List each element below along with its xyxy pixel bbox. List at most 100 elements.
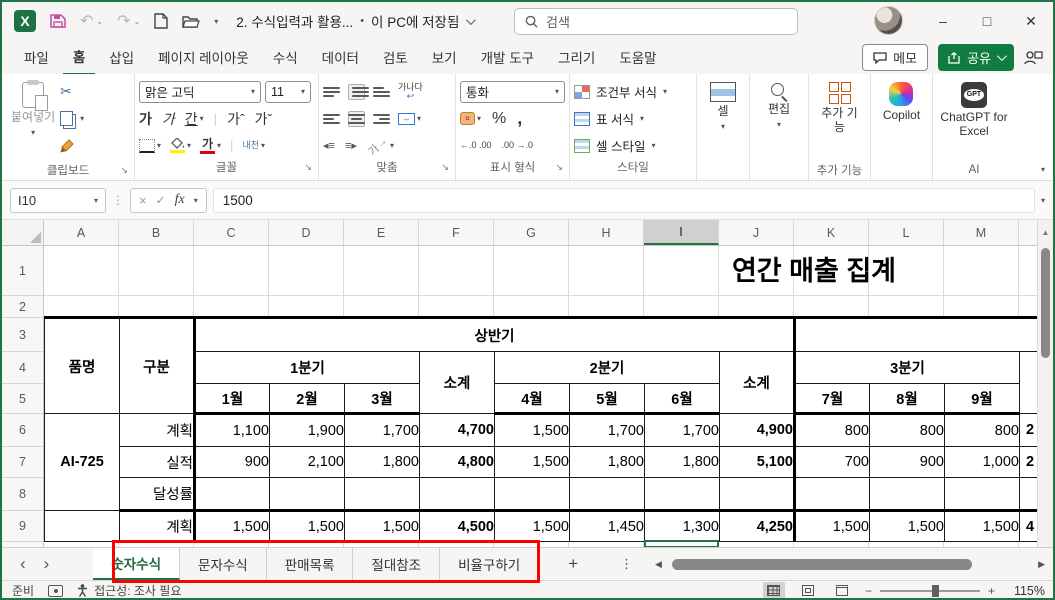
cell-subtotal[interactable]: 5,100 [719, 446, 795, 478]
qat-customize-icon[interactable]: ▾ [214, 16, 219, 26]
format-as-table-button[interactable]: 표 서식 ▾ [574, 107, 692, 130]
cell-value[interactable] [944, 477, 1020, 512]
cell-value[interactable]: 1,800 [344, 446, 420, 478]
align-bottom-icon[interactable] [373, 86, 390, 97]
horizontal-scroll-thumb[interactable] [671, 558, 972, 570]
active-cell-selection[interactable] [644, 540, 719, 547]
increase-decimal-icon[interactable]: ←.0 .00 [460, 140, 492, 150]
cell-value[interactable] [269, 477, 345, 512]
save-icon[interactable] [50, 13, 66, 29]
cell-subtotal[interactable]: 4,500 [419, 510, 495, 542]
align-center-icon[interactable] [348, 110, 365, 127]
zoom-out-button[interactable]: − [864, 583, 872, 598]
normal-view-button[interactable] [762, 582, 785, 598]
percent-style-button[interactable]: % [492, 109, 507, 127]
column-header-e[interactable]: E [344, 220, 419, 245]
cell-value[interactable] [193, 477, 270, 512]
column-header-c[interactable]: C [194, 220, 269, 245]
decrease-indent-icon[interactable]: ◂≡ [323, 140, 335, 152]
copilot-button[interactable]: Copilot [878, 78, 925, 160]
maximize-button[interactable]: □ [982, 13, 992, 29]
grow-font-button[interactable]: 가ˆ [227, 110, 245, 127]
horizontal-scrollbar[interactable]: ◀ ▶ [655, 554, 1045, 574]
grid-row-1[interactable]: 연간 매출 집계 [44, 246, 1037, 296]
cell-value[interactable]: 1,450 [569, 510, 645, 542]
comma-style-button[interactable]: , [517, 108, 523, 128]
cell-value[interactable]: 1,500 [494, 446, 570, 478]
tab-page-layout[interactable]: 페이지 레이아웃 [158, 50, 249, 66]
copy-button[interactable]: ▾ [60, 107, 84, 130]
people-icon[interactable] [1024, 50, 1043, 65]
decrease-decimal-icon[interactable]: .00 →.0 [501, 140, 534, 150]
cell-value[interactable]: 900 [869, 446, 945, 478]
tab-insert[interactable]: 삽입 [109, 50, 135, 66]
zoom-slider-thumb[interactable] [931, 584, 939, 597]
cell-subtotal[interactable]: 4,700 [419, 413, 495, 447]
shrink-font-button[interactable]: 가ˇ [254, 110, 273, 127]
sheet-tab[interactable]: 문자수식 [180, 548, 267, 580]
share-button[interactable]: 공유 [938, 44, 1014, 71]
zoom-in-button[interactable]: + [987, 583, 995, 598]
cell-value[interactable]: 800 [793, 413, 870, 447]
cell-value[interactable]: 1,800 [644, 446, 720, 478]
column-header-k[interactable]: K [794, 220, 869, 245]
format-painter-button[interactable] [60, 134, 84, 157]
align-top-icon[interactable] [323, 86, 340, 97]
cell-subtotal[interactable]: 4,900 [719, 413, 795, 447]
italic-button[interactable]: 가 [161, 110, 175, 127]
minimize-button[interactable]: – [939, 13, 947, 29]
vertical-scroll-thumb[interactable] [1041, 248, 1050, 358]
cell-value[interactable]: 900 [193, 446, 270, 478]
new-file-icon[interactable] [154, 13, 168, 29]
cell-value[interactable]: 700 [793, 446, 870, 478]
accounting-format-button[interactable]: ¤ ▾ [460, 112, 481, 125]
sheet-nav-right-icon[interactable]: › [43, 554, 50, 573]
confirm-entry-icon[interactable]: ✓ [155, 193, 166, 207]
cell-item-name[interactable]: AI-725 [44, 413, 120, 511]
page-break-view-button[interactable] [831, 582, 853, 598]
header-item[interactable]: 품명 [44, 316, 120, 414]
tab-review[interactable]: 검토 [382, 50, 408, 66]
open-file-icon[interactable] [182, 14, 201, 29]
header-q1[interactable]: 1분기 [193, 351, 420, 384]
font-name-select[interactable]: 맑은 고딕 ▾ [139, 80, 261, 103]
insert-function-icon[interactable]: fx [174, 192, 185, 207]
column-header-j[interactable]: J [719, 220, 794, 245]
cell-value[interactable]: 1,500 [869, 510, 945, 542]
column-header-a[interactable]: A [44, 220, 119, 245]
sheet-tab[interactable]: 절대참조 [353, 548, 441, 580]
header-month-2[interactable]: 2월 [269, 383, 345, 415]
grid-row-2[interactable] [44, 296, 1037, 318]
sheet-tab[interactable]: 판매목록 [267, 548, 354, 580]
sheet-options-icon[interactable]: ⋮ [620, 556, 634, 571]
cell-subtotal[interactable]: 4,800 [419, 446, 495, 478]
font-color-button[interactable]: 가 ▾ [200, 138, 221, 154]
header-subtotal-3-clipped[interactable] [1019, 351, 1042, 414]
bold-button[interactable]: 가 [139, 110, 152, 127]
scroll-up-icon[interactable]: ▲ [1041, 227, 1050, 237]
name-box[interactable]: I10 ▾ [10, 187, 106, 213]
user-avatar[interactable] [874, 6, 903, 35]
column-header-i-selected[interactable]: I [644, 220, 719, 245]
tab-view[interactable]: 보기 [431, 50, 457, 66]
cell-value[interactable]: 1,800 [569, 446, 645, 478]
header-month-4[interactable]: 4월 [494, 383, 570, 415]
cell-category[interactable]: 달성률 [119, 477, 195, 512]
cell-category[interactable]: 계획 [119, 413, 195, 447]
cell-value[interactable] [344, 477, 420, 512]
cell-value[interactable]: 1,100 [193, 413, 270, 447]
vertical-scrollbar[interactable]: ▲ [1037, 220, 1053, 547]
header-month-7[interactable]: 7월 [793, 383, 870, 415]
orientation-button[interactable]: 가→ ▾ [366, 134, 395, 158]
cell-clipped[interactable]: 4 [1019, 510, 1042, 542]
wrap-text-button[interactable]: 가나다 ↩ [398, 81, 423, 101]
tab-file[interactable]: 파일 [24, 50, 49, 66]
tab-data[interactable]: 데이터 [321, 50, 359, 66]
cell-clipped[interactable] [1019, 477, 1042, 512]
cell-value[interactable]: 800 [869, 413, 945, 447]
cell-value[interactable]: 1,500 [494, 413, 570, 447]
scroll-left-icon[interactable]: ◀ [655, 558, 662, 569]
fill-color-button[interactable]: ▾ [170, 138, 191, 153]
sheet-tab-active[interactable]: 숫자수식 [93, 548, 181, 580]
name-box-splitter[interactable]: ⋮ [112, 193, 124, 207]
